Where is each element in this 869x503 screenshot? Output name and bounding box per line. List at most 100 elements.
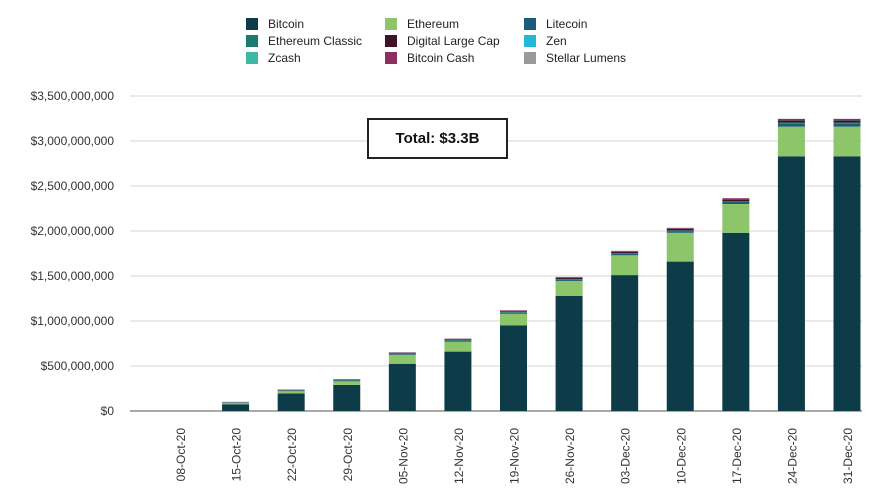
bar-segment-bitcoin (333, 385, 360, 411)
bar-segment-digital-large-cap (667, 229, 694, 230)
legend-swatch (385, 18, 397, 30)
bar-segment-digital-large-cap (556, 278, 583, 279)
bar-segment-bitcoin (500, 326, 527, 412)
bar-segment-ethereum (722, 204, 749, 233)
bar-segment-digital-large-cap (611, 252, 638, 253)
total-annotation: Total: $3.3B (367, 118, 508, 159)
bar-segment-bitcoin-cash (611, 251, 638, 252)
x-tick-label: 08-Oct-20 (174, 428, 188, 482)
y-tick-label: $1,000,000,000 (31, 314, 115, 328)
bar-segment-ethereum-classic (667, 230, 694, 231)
bar-segment-digital-large-cap (444, 339, 471, 340)
bar-segment-ethereum-classic (722, 201, 749, 202)
x-tick-label: 10-Dec-20 (674, 428, 688, 484)
legend-swatch (246, 18, 258, 30)
bar-segment-bitcoin-cash (500, 310, 527, 311)
bar-segment-ethereum (778, 127, 805, 157)
bar-segment-ethereum (556, 281, 583, 296)
legend-swatch (385, 52, 397, 64)
x-tick-label: 31-Dec-20 (841, 428, 855, 484)
x-tick-label: 15-Oct-20 (230, 428, 244, 482)
bar-segment-ethereum (500, 314, 527, 326)
bar-segment-litecoin (389, 354, 416, 355)
bar-segment-litecoin (611, 254, 638, 255)
bar-segment-ethereum-classic (444, 340, 471, 341)
bar-segment-litecoin (278, 391, 305, 392)
bar-segment-ethereum (278, 391, 305, 393)
y-tick-label: $2,000,000,000 (31, 224, 115, 238)
legend-swatch (246, 52, 258, 64)
bar-segment-bitcoin (667, 262, 694, 411)
legend-swatch (524, 52, 536, 64)
bar-segment-ethereum (834, 127, 861, 157)
bar-segment-bitcoin (222, 404, 249, 411)
bar-segment-digital-large-cap (778, 120, 805, 122)
bar-segment-litecoin (778, 124, 805, 127)
bar-segment-bitcoin (611, 275, 638, 411)
x-tick-label: 19-Nov-20 (508, 428, 522, 484)
bar-segment-bitcoin-cash (556, 277, 583, 278)
x-tick-label: 22-Oct-20 (285, 428, 299, 482)
bar-segment-ethereum-classic (834, 122, 861, 123)
legend-label: Zcash (268, 50, 301, 66)
legend-label: Bitcoin (268, 16, 304, 32)
bar-segment-bitcoin-cash (444, 339, 471, 340)
bar-segment-bitcoin-cash (834, 119, 861, 120)
bar-segment-bitcoin (444, 352, 471, 411)
legend-label: Ethereum (407, 16, 459, 32)
x-tick-label: 05-Nov-20 (396, 428, 410, 484)
bar-segment-ethereum (333, 381, 360, 385)
legend-swatch (524, 35, 536, 47)
bar-segment-digital-large-cap (722, 200, 749, 202)
bar-segment-ethereum (667, 233, 694, 262)
bar-segment-ethereum-classic (556, 279, 583, 280)
bar-segment-bitcoin-cash (778, 119, 805, 120)
legend-label: Digital Large Cap (407, 33, 500, 49)
legend-swatch (246, 35, 258, 47)
bar-segment-digital-large-cap (834, 120, 861, 122)
legend-label: Ethereum Classic (268, 33, 362, 49)
bar-segment-ethereum (222, 403, 249, 404)
legend-swatch (524, 18, 536, 30)
bar-segment-digital-large-cap (389, 353, 416, 354)
bar-segment-bitcoin-cash (722, 198, 749, 199)
bar-segment-litecoin (444, 341, 471, 342)
bar-segment-bitcoin (778, 156, 805, 411)
bar-segment-bitcoin-cash (667, 228, 694, 229)
legend-label: Bitcoin Cash (407, 50, 474, 66)
bar-segment-bitcoin (389, 364, 416, 411)
bar-segment-bitcoin (834, 156, 861, 411)
bar-segment-bitcoin (556, 296, 583, 411)
x-tick-label: 12-Nov-20 (452, 428, 466, 484)
x-tick-label: 24-Dec-20 (785, 428, 799, 484)
x-axis-tick-labels: 08-Oct-20 15-Oct-20 22-Oct-20 29-Oct-20 05-N… (174, 428, 855, 484)
bar-segment-litecoin (667, 231, 694, 233)
y-tick-label: $3,500,000,000 (31, 89, 115, 103)
bar-segment-litecoin (500, 313, 527, 314)
y-tick-label: $3,000,000,000 (31, 134, 115, 148)
bar-segment-ethereum-classic (500, 312, 527, 313)
bar-segment-ethereum-classic (778, 122, 805, 123)
legend-label: Zen (546, 33, 567, 49)
bar-segment-ethereum (611, 255, 638, 275)
legend-label: Stellar Lumens (546, 50, 626, 66)
x-tick-label: 29-Oct-20 (341, 428, 355, 482)
bar-segment-bitcoin (722, 233, 749, 411)
y-axis-tick-labels: $0$500,000,000$1,000,000,000$1,500,000,0… (31, 89, 115, 418)
bar-segment-ethereum (389, 355, 416, 364)
y-tick-label: $500,000,000 (41, 359, 115, 373)
bar-segment-litecoin (556, 280, 583, 281)
legend-swatch (385, 35, 397, 47)
y-tick-label: $1,500,000,000 (31, 269, 115, 283)
legend-label: Litecoin (546, 16, 587, 32)
bar-segment-litecoin (834, 124, 861, 127)
bar-segment-digital-large-cap (500, 311, 527, 312)
bar-segment-ethereum (444, 342, 471, 352)
x-tick-label: 17-Dec-20 (730, 428, 744, 484)
bar-segment-litecoin (722, 202, 749, 204)
y-tick-label: $2,500,000,000 (31, 179, 115, 193)
bars (222, 119, 860, 411)
bar-segment-bitcoin (278, 393, 305, 411)
